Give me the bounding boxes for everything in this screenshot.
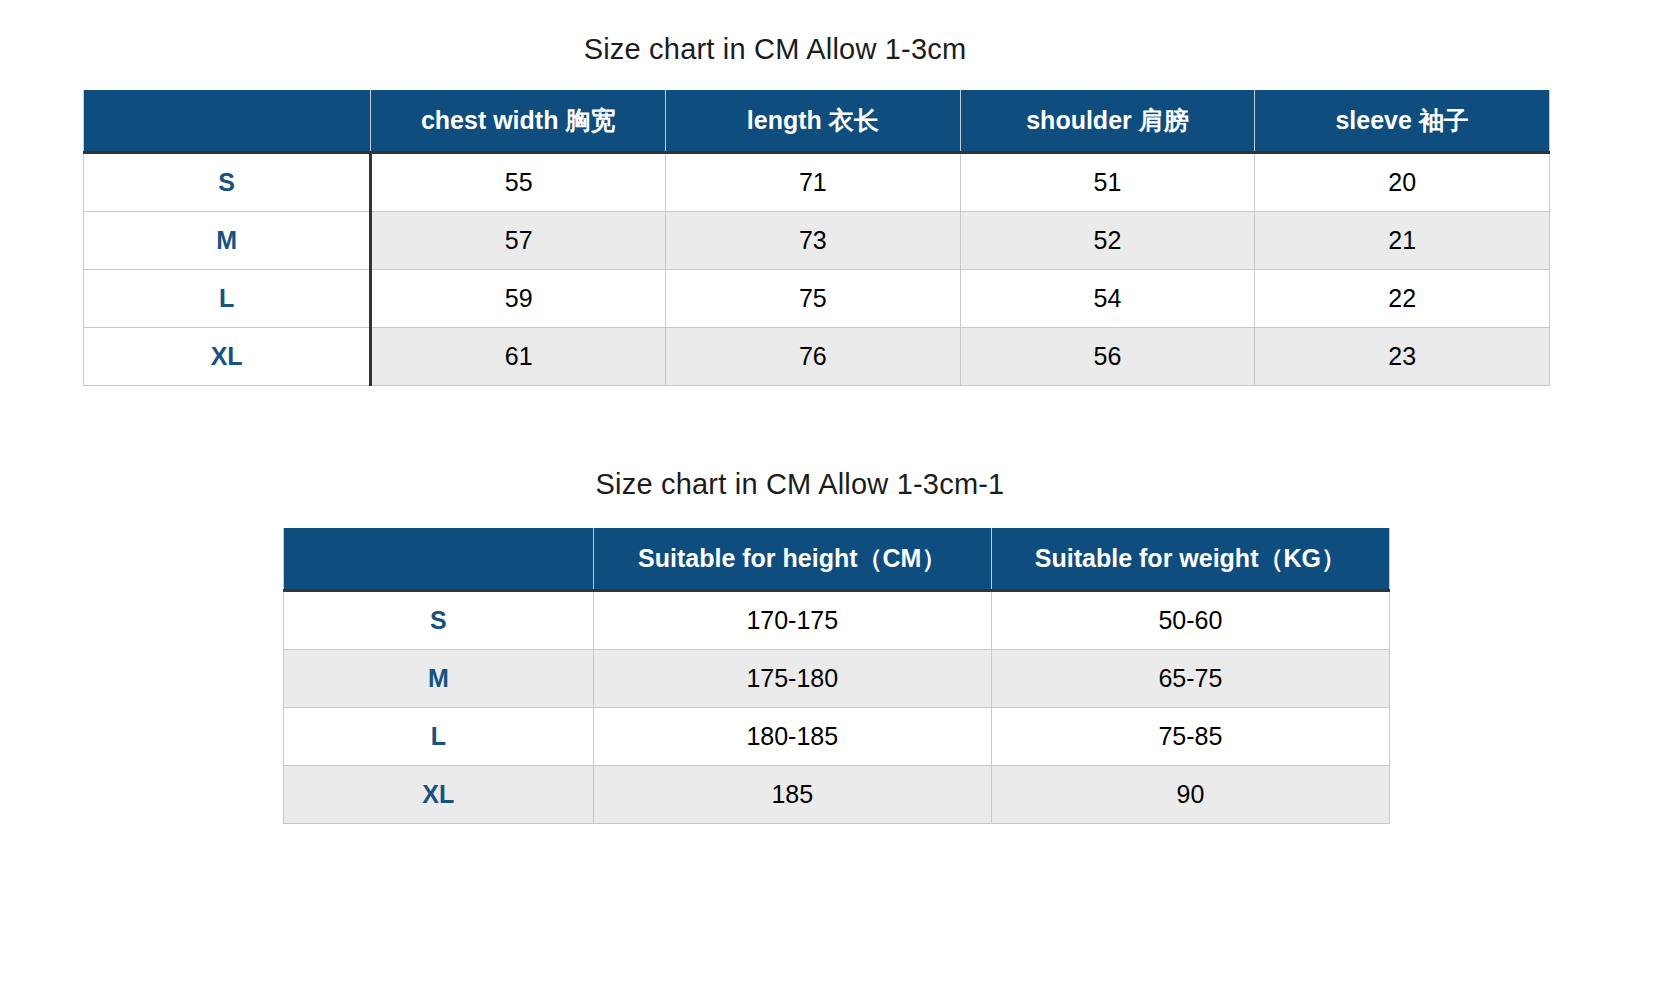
value-cell: 175-180: [593, 650, 991, 708]
table1-row-s: S 55 71 51 20: [84, 153, 1550, 212]
value-cell: 55: [371, 153, 666, 212]
table2-row-m: M 175-180 65-75: [284, 650, 1390, 708]
size-chart-title-1: Size chart in CM Allow 1-3cm: [0, 33, 1550, 66]
table2-header-row: Suitable for height（CM） Suitable for wei…: [284, 528, 1390, 591]
size-label-cell: S: [284, 591, 594, 650]
value-cell: 75-85: [991, 708, 1389, 766]
value-cell: 21: [1255, 212, 1550, 270]
table2-row-l: L 180-185 75-85: [284, 708, 1390, 766]
value-cell: 170-175: [593, 591, 991, 650]
size-label-cell: M: [284, 650, 594, 708]
value-cell: 56: [960, 328, 1255, 386]
table1-corner-cell: [84, 90, 371, 153]
size-label-cell: S: [84, 153, 371, 212]
size-chart-title-2: Size chart in CM Allow 1-3cm-1: [0, 468, 1600, 501]
value-cell: 75: [665, 270, 960, 328]
value-cell: 22: [1255, 270, 1550, 328]
value-cell: 61: [371, 328, 666, 386]
value-cell: 23: [1255, 328, 1550, 386]
size-table-measurements: chest width 胸宽 length 衣长 shoulder 肩膀 sle…: [83, 90, 1550, 386]
value-cell: 20: [1255, 153, 1550, 212]
size-label-cell: L: [84, 270, 371, 328]
table2-header-height: Suitable for height（CM）: [593, 528, 991, 591]
value-cell: 57: [371, 212, 666, 270]
value-cell: 185: [593, 766, 991, 824]
size-label-cell: XL: [84, 328, 371, 386]
table1-header-row: chest width 胸宽 length 衣长 shoulder 肩膀 sle…: [84, 90, 1550, 153]
size-label-cell: L: [284, 708, 594, 766]
size-table-fit-guide: Suitable for height（CM） Suitable for wei…: [283, 528, 1390, 824]
table2-header-weight: Suitable for weight（KG）: [991, 528, 1389, 591]
table1-header-sleeve: sleeve 袖子: [1255, 90, 1550, 153]
table2-row-xl: XL 185 90: [284, 766, 1390, 824]
value-cell: 65-75: [991, 650, 1389, 708]
size-label-cell: XL: [284, 766, 594, 824]
table1-row-l: L 59 75 54 22: [84, 270, 1550, 328]
value-cell: 71: [665, 153, 960, 212]
value-cell: 52: [960, 212, 1255, 270]
value-cell: 54: [960, 270, 1255, 328]
table1-header-length: length 衣长: [665, 90, 960, 153]
value-cell: 73: [665, 212, 960, 270]
value-cell: 51: [960, 153, 1255, 212]
table2-corner-cell: [284, 528, 594, 591]
table2-row-s: S 170-175 50-60: [284, 591, 1390, 650]
value-cell: 180-185: [593, 708, 991, 766]
table1-header-chest-width: chest width 胸宽: [371, 90, 666, 153]
size-label-cell: M: [84, 212, 371, 270]
table1-row-m: M 57 73 52 21: [84, 212, 1550, 270]
value-cell: 90: [991, 766, 1389, 824]
table1-row-xl: XL 61 76 56 23: [84, 328, 1550, 386]
table1-header-shoulder: shoulder 肩膀: [960, 90, 1255, 153]
value-cell: 59: [371, 270, 666, 328]
value-cell: 76: [665, 328, 960, 386]
value-cell: 50-60: [991, 591, 1389, 650]
